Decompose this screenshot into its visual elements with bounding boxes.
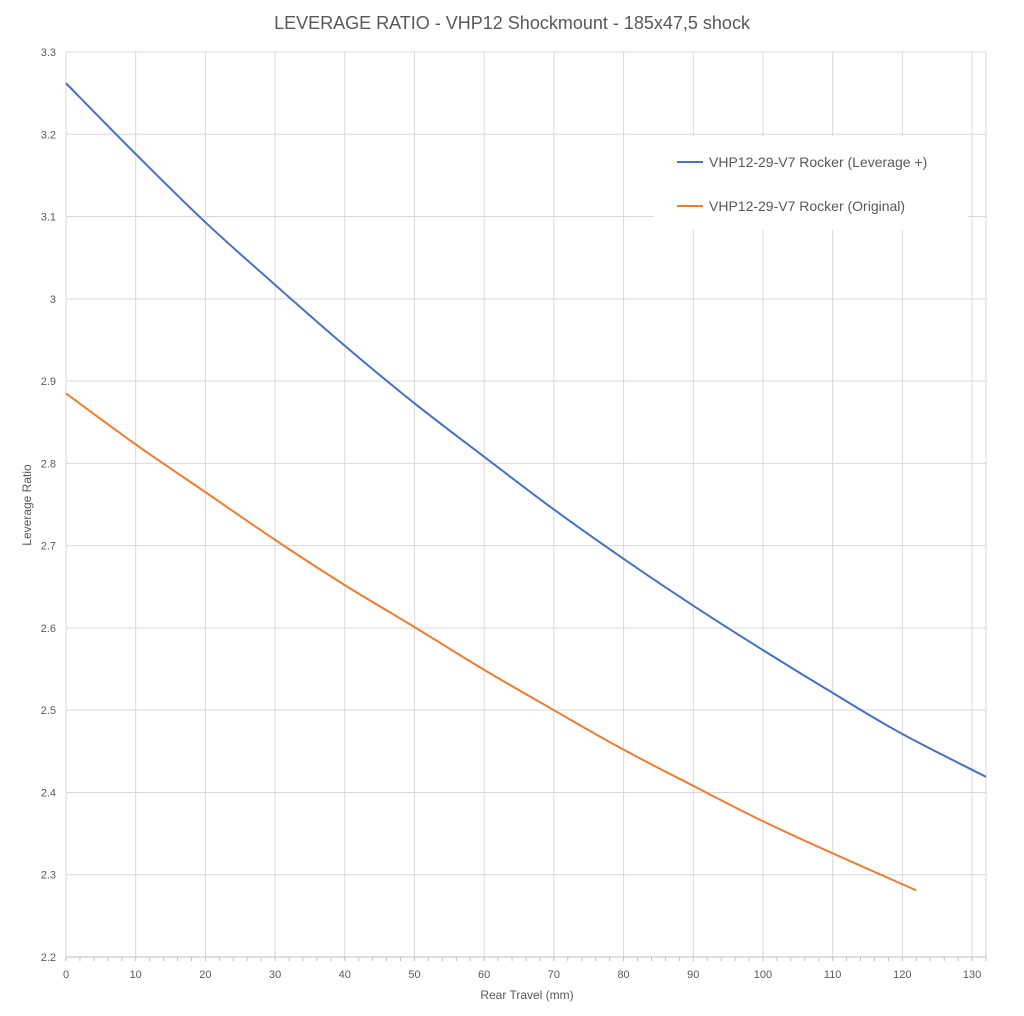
- series-layer: [65, 82, 987, 892]
- series-line-original: [65, 392, 917, 892]
- y-tick-label: 3.3: [41, 47, 56, 59]
- x-tick-label: 30: [269, 969, 281, 981]
- axis-layer: 2.2 2.3 2.4 2.5 2.6 2.7 2.8 2.9 3 3.1 3.2 3.3 0 10 20 3…: [41, 47, 987, 981]
- x-tick-label: 110: [824, 969, 842, 981]
- y-tick-label: 3.2: [41, 129, 56, 141]
- x-tick-label: 130: [963, 969, 981, 981]
- y-tick-label: 2.3: [41, 870, 56, 882]
- y-tick-label: 2.9: [41, 376, 56, 388]
- x-axis-label: Rear Travel (mm): [480, 988, 573, 1002]
- y-tick-label: 2.4: [41, 787, 56, 799]
- series-line-leverage-plus: [65, 82, 987, 778]
- x-tick-label: 10: [130, 969, 142, 981]
- x-tick-label: 120: [893, 969, 911, 981]
- legend-label-original: VHP12-29-V7 Rocker (Original): [709, 198, 905, 214]
- x-tick-label: 100: [754, 969, 772, 981]
- y-tick-label: 2.8: [41, 458, 56, 470]
- y-tick-label: 2.5: [41, 705, 56, 717]
- x-tick-label: 20: [199, 969, 211, 981]
- x-tick-label: 60: [478, 969, 490, 981]
- y-tick-label: 3: [50, 294, 56, 306]
- x-tick-label: 50: [408, 969, 420, 981]
- chart-title: LEVERAGE RATIO - VHP12 Shockmount - 185x…: [274, 13, 751, 33]
- legend: VHP12-29-V7 Rocker (Leverage +) VHP12-29…: [654, 136, 968, 230]
- x-tick-label: 0: [63, 969, 69, 981]
- y-tick-label: 2.6: [41, 623, 56, 635]
- legend-background: [654, 136, 968, 230]
- x-tick-label: 90: [687, 969, 699, 981]
- y-tick-label: 2.2: [41, 952, 56, 964]
- y-tick-label: 2.7: [41, 541, 56, 553]
- x-tick-label: 40: [339, 969, 351, 981]
- y-tick-label: 3.1: [41, 212, 56, 224]
- legend-label-leverage-plus: VHP12-29-V7 Rocker (Leverage +): [709, 154, 927, 170]
- grid-layer: [65, 51, 987, 957]
- y-axis-label: Leverage Ratio: [20, 464, 34, 546]
- x-tick-label: 70: [548, 969, 560, 981]
- x-tick-label: 80: [617, 969, 629, 981]
